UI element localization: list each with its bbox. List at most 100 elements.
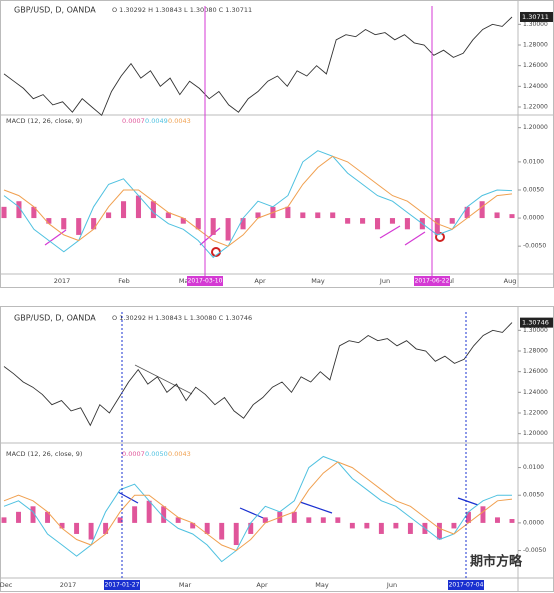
histogram-bar — [59, 522, 65, 529]
x-tick-label: Aug — [504, 277, 517, 285]
histogram-bar — [306, 517, 312, 523]
x-tick-label: Jun — [386, 581, 397, 589]
y-tick-label: 1.30000 — [523, 327, 548, 334]
annotation-circle — [435, 232, 445, 242]
histogram-bar — [360, 218, 366, 224]
macd-line — [3, 461, 513, 552]
histogram-bar — [219, 522, 225, 540]
marker-tag — [104, 580, 140, 590]
histogram-bar — [146, 500, 152, 523]
indicator-title: MACD (12, 26, close, 9) — [6, 450, 82, 458]
y-tick-label: 0.0050 — [523, 492, 544, 499]
histogram-bar — [175, 517, 181, 523]
histogram-bar — [330, 212, 336, 219]
chart-frame — [0, 306, 554, 592]
histogram-bar — [210, 218, 216, 235]
marker-tag-label: 2017-06-22 — [415, 278, 450, 285]
histogram-bar — [374, 218, 381, 230]
ohlc-readout: O 1.30292 H 1.30843 L 1.30080 C 1.30746 — [112, 314, 252, 322]
y-tick-label: 1.28000 — [523, 348, 548, 355]
histogram-bar — [404, 218, 410, 230]
histogram-bar — [132, 506, 138, 523]
histogram-bar — [285, 206, 291, 219]
histogram-bar — [494, 212, 500, 219]
x-tick-label: 2017 — [54, 277, 71, 285]
y-tick-label: -0.0050 — [523, 243, 546, 250]
x-tick-label: Apr — [254, 277, 266, 285]
price-line — [3, 16, 513, 117]
annotation-line — [44, 229, 67, 246]
y-tick-label: 0.0100 — [523, 158, 544, 165]
indicator-title: MACD (12, 26, close, 9) — [6, 117, 82, 125]
x-tick-label: Mar — [179, 277, 192, 285]
histogram-bar — [509, 214, 515, 219]
histogram-bar — [480, 506, 486, 523]
histogram-bar — [248, 522, 254, 534]
histogram-bar — [76, 218, 82, 235]
macd-line — [3, 150, 513, 259]
y-tick-label: 1.24000 — [523, 83, 548, 90]
annotation-line — [199, 227, 221, 246]
y-tick-label: 1.24000 — [523, 389, 548, 396]
histogram-bar — [465, 511, 471, 523]
histogram-bar — [1, 206, 7, 219]
x-tick-label: Mar — [179, 581, 192, 589]
marker-tag-label: 2017-03-10 — [188, 278, 223, 285]
marker-tag — [414, 276, 450, 286]
histogram-bar — [349, 522, 355, 529]
annotation-arrow — [134, 364, 193, 395]
histogram-bar — [509, 519, 515, 523]
histogram-bar — [61, 218, 67, 230]
readout: 0.0007 — [122, 450, 145, 458]
histogram-bar — [364, 522, 370, 529]
histogram-bar — [434, 218, 440, 235]
histogram-bar — [117, 517, 123, 523]
y-tick-label: 1.30000 — [523, 21, 548, 28]
histogram-bar — [150, 201, 156, 219]
y-tick-label: -0.0050 — [523, 547, 546, 554]
price-tag — [520, 11, 553, 22]
x-tick-label: Apr — [256, 581, 268, 589]
histogram-bar — [45, 511, 51, 523]
price-line — [3, 322, 513, 427]
histogram-bar — [378, 522, 384, 534]
marker-tag-label: 2017-07-04 — [449, 582, 484, 589]
histogram-bar — [195, 218, 201, 230]
x-tick-label: 2017 — [60, 581, 77, 589]
readout: 0.0007 — [122, 117, 145, 125]
histogram-bar — [451, 522, 457, 529]
histogram-bar — [103, 522, 109, 534]
y-tick-label: 0.0100 — [523, 464, 544, 471]
histogram-bar — [46, 218, 52, 224]
histogram-bar — [180, 218, 186, 224]
histogram-bar — [464, 206, 470, 219]
histogram-bar — [190, 522, 196, 529]
histogram-bar — [161, 506, 167, 523]
annotation-line — [299, 501, 333, 514]
histogram-bar — [31, 206, 37, 219]
histogram-bar — [479, 201, 485, 219]
x-tick-label: Feb — [118, 277, 130, 285]
marker-tag — [448, 580, 484, 590]
histogram-bar — [106, 212, 112, 219]
histogram-bar — [16, 511, 21, 523]
chart-title: GBP/USD, D, OANDA — [14, 6, 96, 15]
readout: 0.0043 — [168, 450, 191, 458]
histogram-bar — [30, 506, 36, 523]
histogram-bar — [16, 201, 22, 219]
histogram-bar — [240, 218, 246, 230]
watermark: 期市方略 — [470, 554, 523, 570]
histogram-bar — [74, 522, 80, 534]
histogram-bar — [291, 511, 297, 523]
y-tick-label: 0.0000 — [523, 519, 544, 526]
histogram-bar — [204, 522, 210, 534]
histogram-bar — [345, 218, 351, 224]
annotation-line — [117, 491, 139, 504]
y-tick-label: 0.0050 — [523, 186, 544, 193]
histogram-bar — [135, 195, 142, 219]
y-tick-label: 1.26000 — [523, 62, 548, 69]
histogram-bar — [449, 218, 455, 224]
x-tick-label: May — [315, 581, 329, 589]
x-tick-label: Dec — [0, 581, 13, 589]
